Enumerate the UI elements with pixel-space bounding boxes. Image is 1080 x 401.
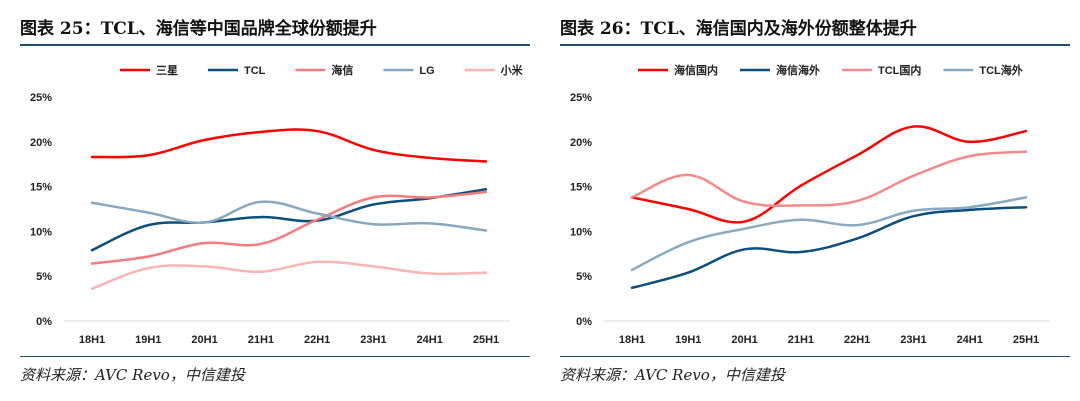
legend-label: TCL国内 (878, 63, 921, 77)
x-tick-label: 22H1 (844, 334, 870, 346)
legend-label: TCL海外 (979, 63, 1022, 77)
x-tick-label: 19H1 (135, 334, 161, 346)
x-tick-label: 18H1 (619, 334, 645, 346)
y-tick-label: 10% (30, 226, 52, 238)
y-tick-label: 20% (570, 137, 592, 149)
chart-svg: 0% 5% 10% 15% 20% 25% 18H1 19H1 20H1 21H1 22H1 23H1… (30, 63, 524, 346)
legend-label: 海信国内 (674, 63, 718, 77)
series-line-海信 (90, 190, 488, 265)
series-line-三星 (90, 128, 488, 163)
y-tick-label: 15% (30, 182, 52, 194)
title-divider (20, 44, 530, 46)
title-divider (560, 44, 1070, 46)
series-line-LG (90, 200, 488, 232)
legend-label: 三星 (156, 64, 178, 77)
source-divider (560, 356, 1070, 357)
x-tick-label: 21H1 (788, 334, 814, 346)
x-tick-label: 24H1 (957, 334, 983, 346)
x-tick-label: 22H1 (304, 334, 330, 346)
legend-label: 小米 (500, 63, 524, 77)
y-tick-label: 25% (30, 92, 52, 104)
y-tick-label: 0% (576, 316, 592, 328)
series-line-TCL (90, 188, 488, 252)
y-tick-label: 5% (36, 271, 52, 283)
source-note: 资料来源：AVC Revo，中信建投 (560, 366, 785, 384)
x-tick-label: 20H1 (731, 334, 757, 346)
x-tick-label: 18H1 (79, 334, 105, 346)
x-tick-label: 25H1 (1013, 334, 1039, 346)
x-tick-label: 23H1 (360, 334, 386, 346)
series-line-海信海外 (630, 205, 1028, 290)
series-line-TCL国内 (630, 150, 1028, 208)
y-tick-label: 0% (36, 316, 52, 328)
source-divider (20, 356, 530, 357)
chart-title: 图表 25：TCL、海信等中国品牌全球份额提升 (20, 19, 377, 39)
source-note: 资料来源：AVC Revo，中信建投 (20, 366, 245, 384)
x-tick-label: 21H1 (248, 334, 274, 346)
y-tick-label: 20% (30, 137, 52, 149)
y-tick-label: 5% (576, 271, 592, 283)
y-tick-label: 10% (570, 226, 592, 238)
x-tick-label: 24H1 (417, 334, 443, 346)
legend-label: 海信 (331, 63, 353, 77)
legend-label: LG (419, 65, 434, 77)
x-tick-label: 20H1 (191, 334, 217, 346)
chart-panel-26: 图表 26：TCL、海信国内及海外份额整体提升 0% 5% 10% 15% 20% 25%… (560, 0, 1070, 401)
x-tick-label: 25H1 (473, 334, 499, 346)
x-tick-label: 19H1 (675, 334, 701, 346)
y-tick-label: 15% (570, 182, 592, 194)
series-line-TCL海外 (630, 196, 1028, 272)
y-tick-label: 25% (570, 92, 592, 104)
chart-svg: 0% 5% 10% 15% 20% 25% 18H1 19H1 20H1 21H1 22H1 23H1… (570, 63, 1050, 346)
chart-panel-25: 图表 25：TCL、海信等中国品牌全球份额提升 0% 5% 10% 15% 20% 25%… (20, 0, 530, 401)
legend-label: 海信海外 (776, 63, 820, 77)
chart-title: 图表 26：TCL、海信国内及海外份额整体提升 (560, 19, 917, 39)
series-line-小米 (90, 260, 488, 290)
legend-label: TCL (244, 65, 266, 77)
x-tick-label: 23H1 (900, 334, 926, 346)
series-line-海信国内 (630, 125, 1028, 224)
